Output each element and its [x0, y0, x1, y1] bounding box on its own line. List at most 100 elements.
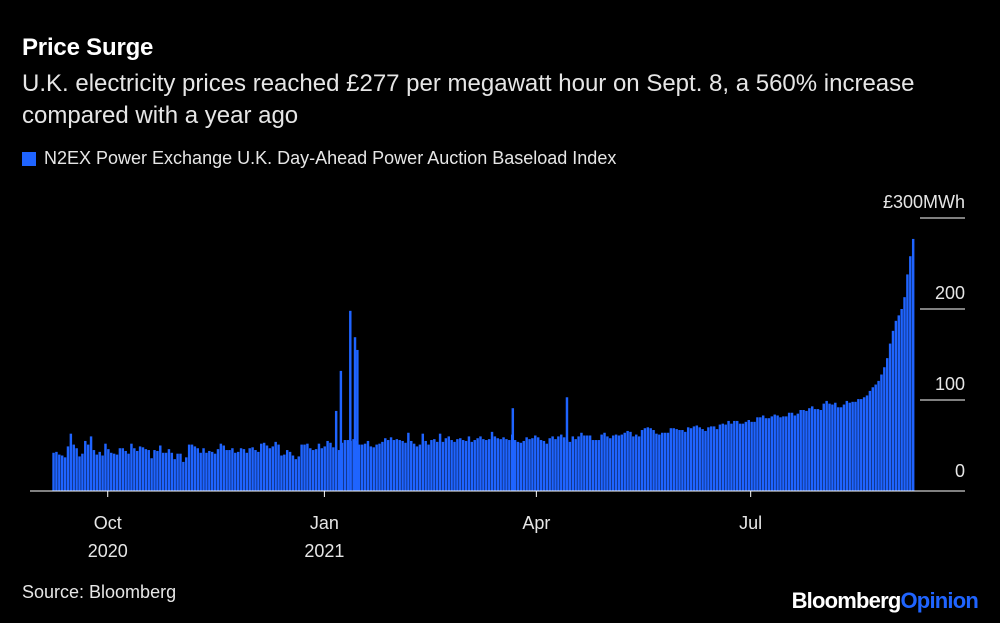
- bar: [735, 420, 739, 491]
- bar: [421, 433, 425, 491]
- bar: [309, 448, 312, 491]
- bar: [675, 429, 678, 491]
- bar: [288, 451, 292, 491]
- bar: [767, 418, 771, 491]
- bar: [216, 449, 220, 491]
- bar: [98, 451, 101, 491]
- bar: [135, 450, 139, 491]
- bar: [635, 434, 638, 491]
- bar: [95, 454, 99, 491]
- bar: [78, 456, 81, 491]
- bar: [897, 315, 900, 491]
- bar: [626, 430, 629, 491]
- bar: [234, 452, 237, 491]
- bar: [291, 455, 295, 491]
- bar: [808, 408, 811, 491]
- bar: [225, 450, 228, 491]
- bar-spike: [353, 337, 357, 491]
- bar: [231, 448, 234, 491]
- bar: [557, 436, 560, 491]
- bar: [660, 432, 664, 491]
- bar: [759, 417, 762, 491]
- bar: [262, 442, 266, 491]
- bar: [862, 397, 866, 491]
- bar: [643, 428, 647, 491]
- bar: [300, 444, 303, 491]
- bar: [903, 297, 906, 491]
- bar: [326, 440, 329, 491]
- bar: [52, 452, 55, 491]
- bar: [609, 438, 612, 491]
- bar: [187, 444, 191, 491]
- bar-spike: [339, 370, 343, 491]
- bar: [101, 455, 104, 491]
- bar: [490, 431, 494, 491]
- x-tick-label: Oct: [94, 513, 122, 533]
- bar: [851, 401, 854, 491]
- brand-part1: Bloomberg: [791, 588, 902, 613]
- bar-spike: [565, 397, 569, 491]
- bar: [496, 438, 500, 491]
- bar: [459, 438, 462, 491]
- bar: [69, 433, 73, 491]
- bar: [785, 416, 788, 491]
- bar: [583, 435, 586, 491]
- bar: [205, 452, 208, 491]
- bar: [343, 440, 347, 491]
- bar: [430, 440, 433, 491]
- bar: [92, 450, 96, 491]
- bar: [332, 447, 335, 491]
- bar: [686, 427, 690, 491]
- bar: [606, 436, 609, 491]
- bar: [701, 429, 704, 491]
- bar: [839, 407, 843, 491]
- bar: [695, 425, 699, 491]
- bar: [153, 450, 156, 491]
- bar: [681, 430, 684, 491]
- bar: [84, 440, 87, 491]
- bar: [482, 439, 485, 491]
- bar: [55, 451, 58, 491]
- bar: [456, 439, 459, 491]
- bar: [623, 432, 626, 491]
- bar: [251, 447, 254, 491]
- bar: [632, 436, 635, 491]
- bar: [294, 459, 298, 491]
- bar: [401, 440, 404, 491]
- bar: [470, 441, 474, 491]
- bar: [485, 440, 488, 491]
- bar: [764, 418, 768, 491]
- bar: [314, 449, 318, 491]
- bar: [352, 439, 355, 491]
- bar: [753, 421, 756, 491]
- bar: [528, 439, 531, 491]
- bar: [104, 443, 107, 491]
- bar: [655, 433, 658, 491]
- bar: [600, 434, 603, 491]
- bar: [678, 430, 681, 491]
- bar: [358, 444, 361, 491]
- bar: [147, 450, 150, 491]
- bar: [885, 358, 889, 491]
- bar: [372, 447, 375, 491]
- bar: [516, 441, 520, 491]
- bar: [652, 430, 655, 491]
- bar: [193, 446, 197, 491]
- bar: [718, 424, 722, 491]
- bar: [834, 402, 837, 491]
- bar: [424, 440, 427, 491]
- bar: [874, 384, 877, 491]
- bar: [640, 430, 644, 491]
- bar: [505, 439, 508, 491]
- bar: [107, 449, 110, 491]
- bar: [418, 444, 422, 491]
- bar: [297, 456, 300, 491]
- bar: [865, 395, 869, 491]
- bar: [611, 435, 615, 491]
- bar: [810, 406, 814, 491]
- bar: [796, 413, 800, 491]
- bar: [554, 439, 557, 491]
- bar: [534, 435, 537, 491]
- bar: [141, 447, 145, 491]
